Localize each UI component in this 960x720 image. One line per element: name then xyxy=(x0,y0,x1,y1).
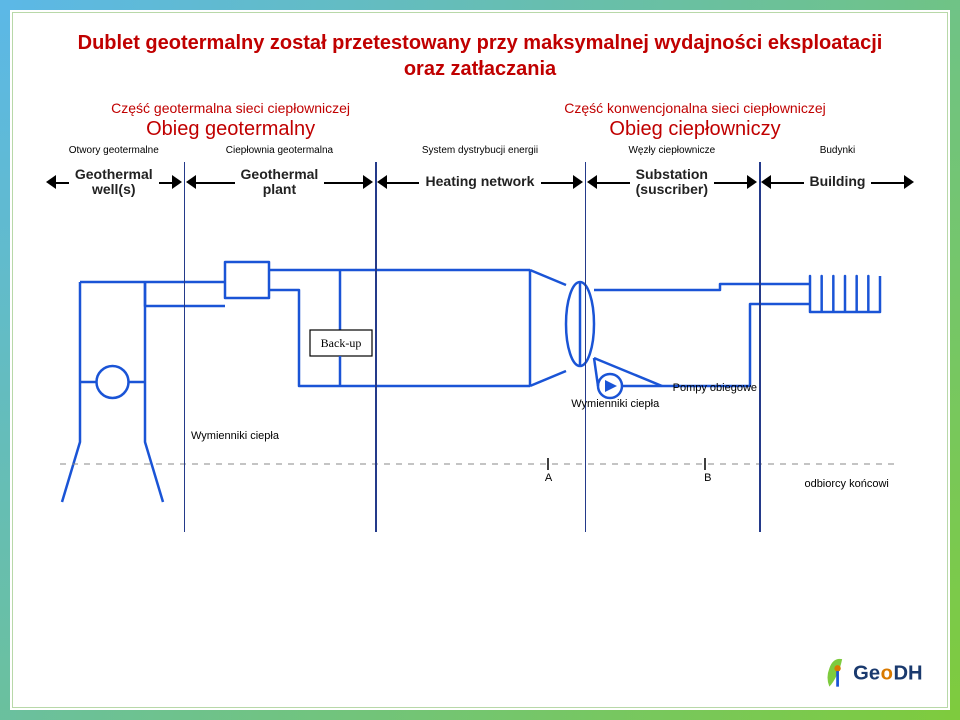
segment-header: Building xyxy=(759,162,916,202)
svg-text:Back-up: Back-up xyxy=(321,336,362,350)
left-section-small: Część geotermalna sieci ciepłowniczej xyxy=(50,100,411,116)
schematic-svg: Back-up xyxy=(44,202,916,532)
annotation-wymienniki-right: Wymienniki ciepła xyxy=(571,398,659,410)
separator-1 xyxy=(184,162,186,532)
segment-header-row: Geothermalwell(s) Geothermalplant Heating … xyxy=(44,162,916,202)
segment-label: Geothermalwell(s) xyxy=(71,167,157,198)
segment-header: Geothermalwell(s) xyxy=(44,162,184,202)
logo-geodh: Ge o DH xyxy=(822,650,932,694)
sublabel: System dystrybucji energii xyxy=(375,145,584,156)
segment-label: Heating network xyxy=(422,174,539,189)
separator-3 xyxy=(585,162,587,532)
segment-header: Heating network xyxy=(375,162,584,202)
right-section-main: Obieg ciepłowniczy xyxy=(480,118,910,141)
sublabel: Ciepłownia geotermalna xyxy=(184,145,376,156)
segment-label: Geothermalplant xyxy=(237,167,323,198)
right-section-small: Część konwencjonalna sieci ciepłowniczej xyxy=(480,100,910,116)
sublabel: Otwory geotermalne xyxy=(44,145,184,156)
separator-4 xyxy=(759,162,761,532)
section-headers: Część geotermalna sieci ciepłowniczej Ob… xyxy=(40,100,920,141)
segment-header: Geothermalplant xyxy=(184,162,376,202)
annotation-A: A xyxy=(545,472,552,484)
annotation-pompy: Pompy obiegowe xyxy=(673,382,757,394)
segment-label: Building xyxy=(805,174,869,189)
svg-text:o: o xyxy=(881,662,893,684)
segment-label: Substation(suscriber) xyxy=(632,167,712,198)
sublabel: Budynki xyxy=(759,145,916,156)
separator-2 xyxy=(375,162,377,532)
annotation-odbiorcy: odbiorcy końcowi xyxy=(804,478,888,490)
svg-text:Ge: Ge xyxy=(853,662,880,684)
page-title: Dublet geotermalny został przetestowany … xyxy=(40,30,920,82)
title-line-2: oraz zatłaczania xyxy=(404,58,556,80)
title-line-1: Dublet geotermalny został przetestowany … xyxy=(78,32,883,54)
annotation-B: B xyxy=(704,472,711,484)
sublabel: Węzły ciepłownicze xyxy=(585,145,759,156)
sublabel-row: Otwory geotermalneCiepłownia geotermalna… xyxy=(40,141,920,156)
svg-text:DH: DH xyxy=(894,662,923,684)
segment-header: Substation(suscriber) xyxy=(585,162,759,202)
left-section-main: Obieg geotermalny xyxy=(50,118,411,141)
annotation-wymienniki-left: Wymienniki ciepła xyxy=(191,430,279,442)
diagram: Geothermalwell(s) Geothermalplant Heating … xyxy=(44,162,916,532)
